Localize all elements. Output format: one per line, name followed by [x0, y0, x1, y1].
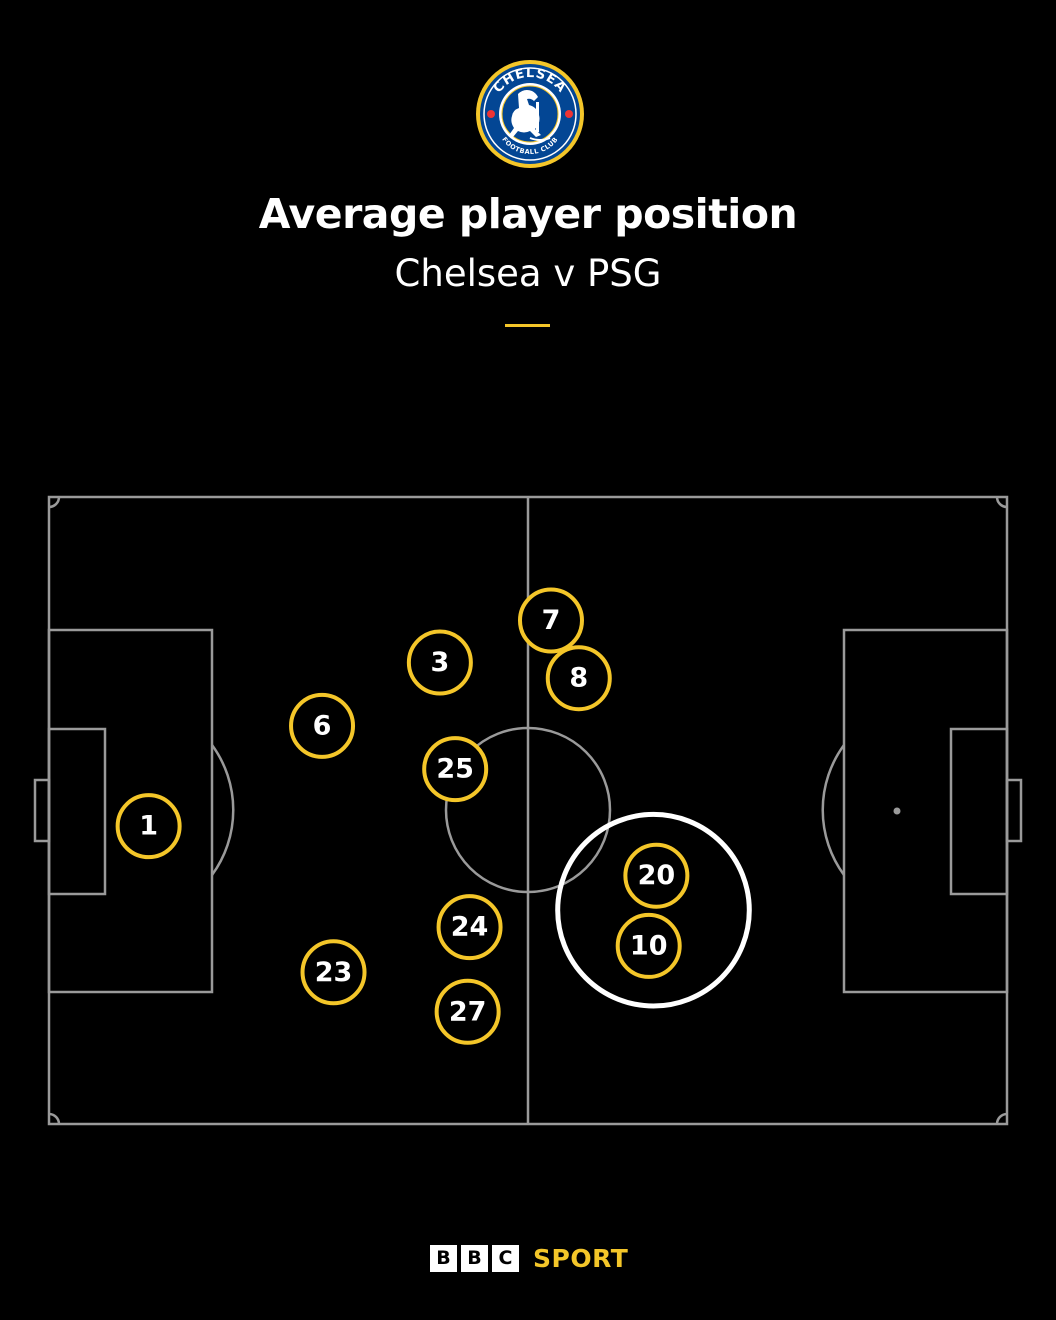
player-number-label: 23 [315, 957, 353, 988]
player-ring [545, 645, 612, 712]
player-number-label: 24 [451, 912, 489, 943]
player-number-label: 6 [313, 710, 332, 741]
player-number-label: 1 [139, 811, 158, 842]
player-marker-23: 23 [300, 939, 367, 1006]
title-divider [505, 324, 550, 327]
player-marker-8: 8 [545, 645, 612, 712]
player-number-label: 10 [630, 930, 668, 961]
player-ring [422, 736, 489, 803]
player-marker-27: 27 [434, 978, 501, 1045]
player-number-label: 7 [542, 605, 561, 636]
player-number-label: 27 [449, 996, 487, 1027]
chelsea-crest-logo: CHELSEA FOOTBALL CLUB [476, 60, 584, 168]
player-ring [300, 939, 367, 1006]
player-ring [623, 842, 690, 909]
bbc-sport-logo: B B C SPORT [430, 1243, 629, 1273]
highlight-ring [555, 811, 752, 1009]
player-ring [406, 629, 473, 696]
chart-subtitle: Chelsea v PSG [394, 252, 662, 295]
player-marker-10: 10 [615, 912, 682, 979]
player-ring [289, 692, 356, 759]
chart-title: Average player position [258, 190, 798, 238]
player-marker-20: 20 [623, 842, 690, 909]
player-number-label: 20 [638, 860, 676, 891]
player-number-label: 8 [569, 663, 588, 694]
player-ring [436, 894, 503, 961]
player-number-label: 3 [430, 647, 449, 678]
bbc-letter-b2: B [461, 1244, 488, 1272]
player-marker-24: 24 [436, 894, 503, 961]
player-marker-25: 25 [422, 736, 489, 803]
bbc-letter-b1: B [430, 1244, 457, 1272]
player-ring [434, 978, 501, 1045]
player-marker-1: 1 [115, 793, 182, 860]
player-ring [615, 912, 682, 979]
bbc-letter-c: C [492, 1244, 519, 1272]
pitch-markings [33, 495, 1023, 1126]
penalty-spot [893, 807, 901, 815]
player-marker-7: 7 [517, 587, 584, 654]
sport-wordmark: SPORT [533, 1243, 629, 1273]
player-marker-6: 6 [289, 692, 356, 759]
player-ring [115, 793, 182, 860]
player-number-label: 25 [436, 754, 474, 785]
player-marker-3: 3 [406, 629, 473, 696]
player-ring [517, 587, 584, 654]
